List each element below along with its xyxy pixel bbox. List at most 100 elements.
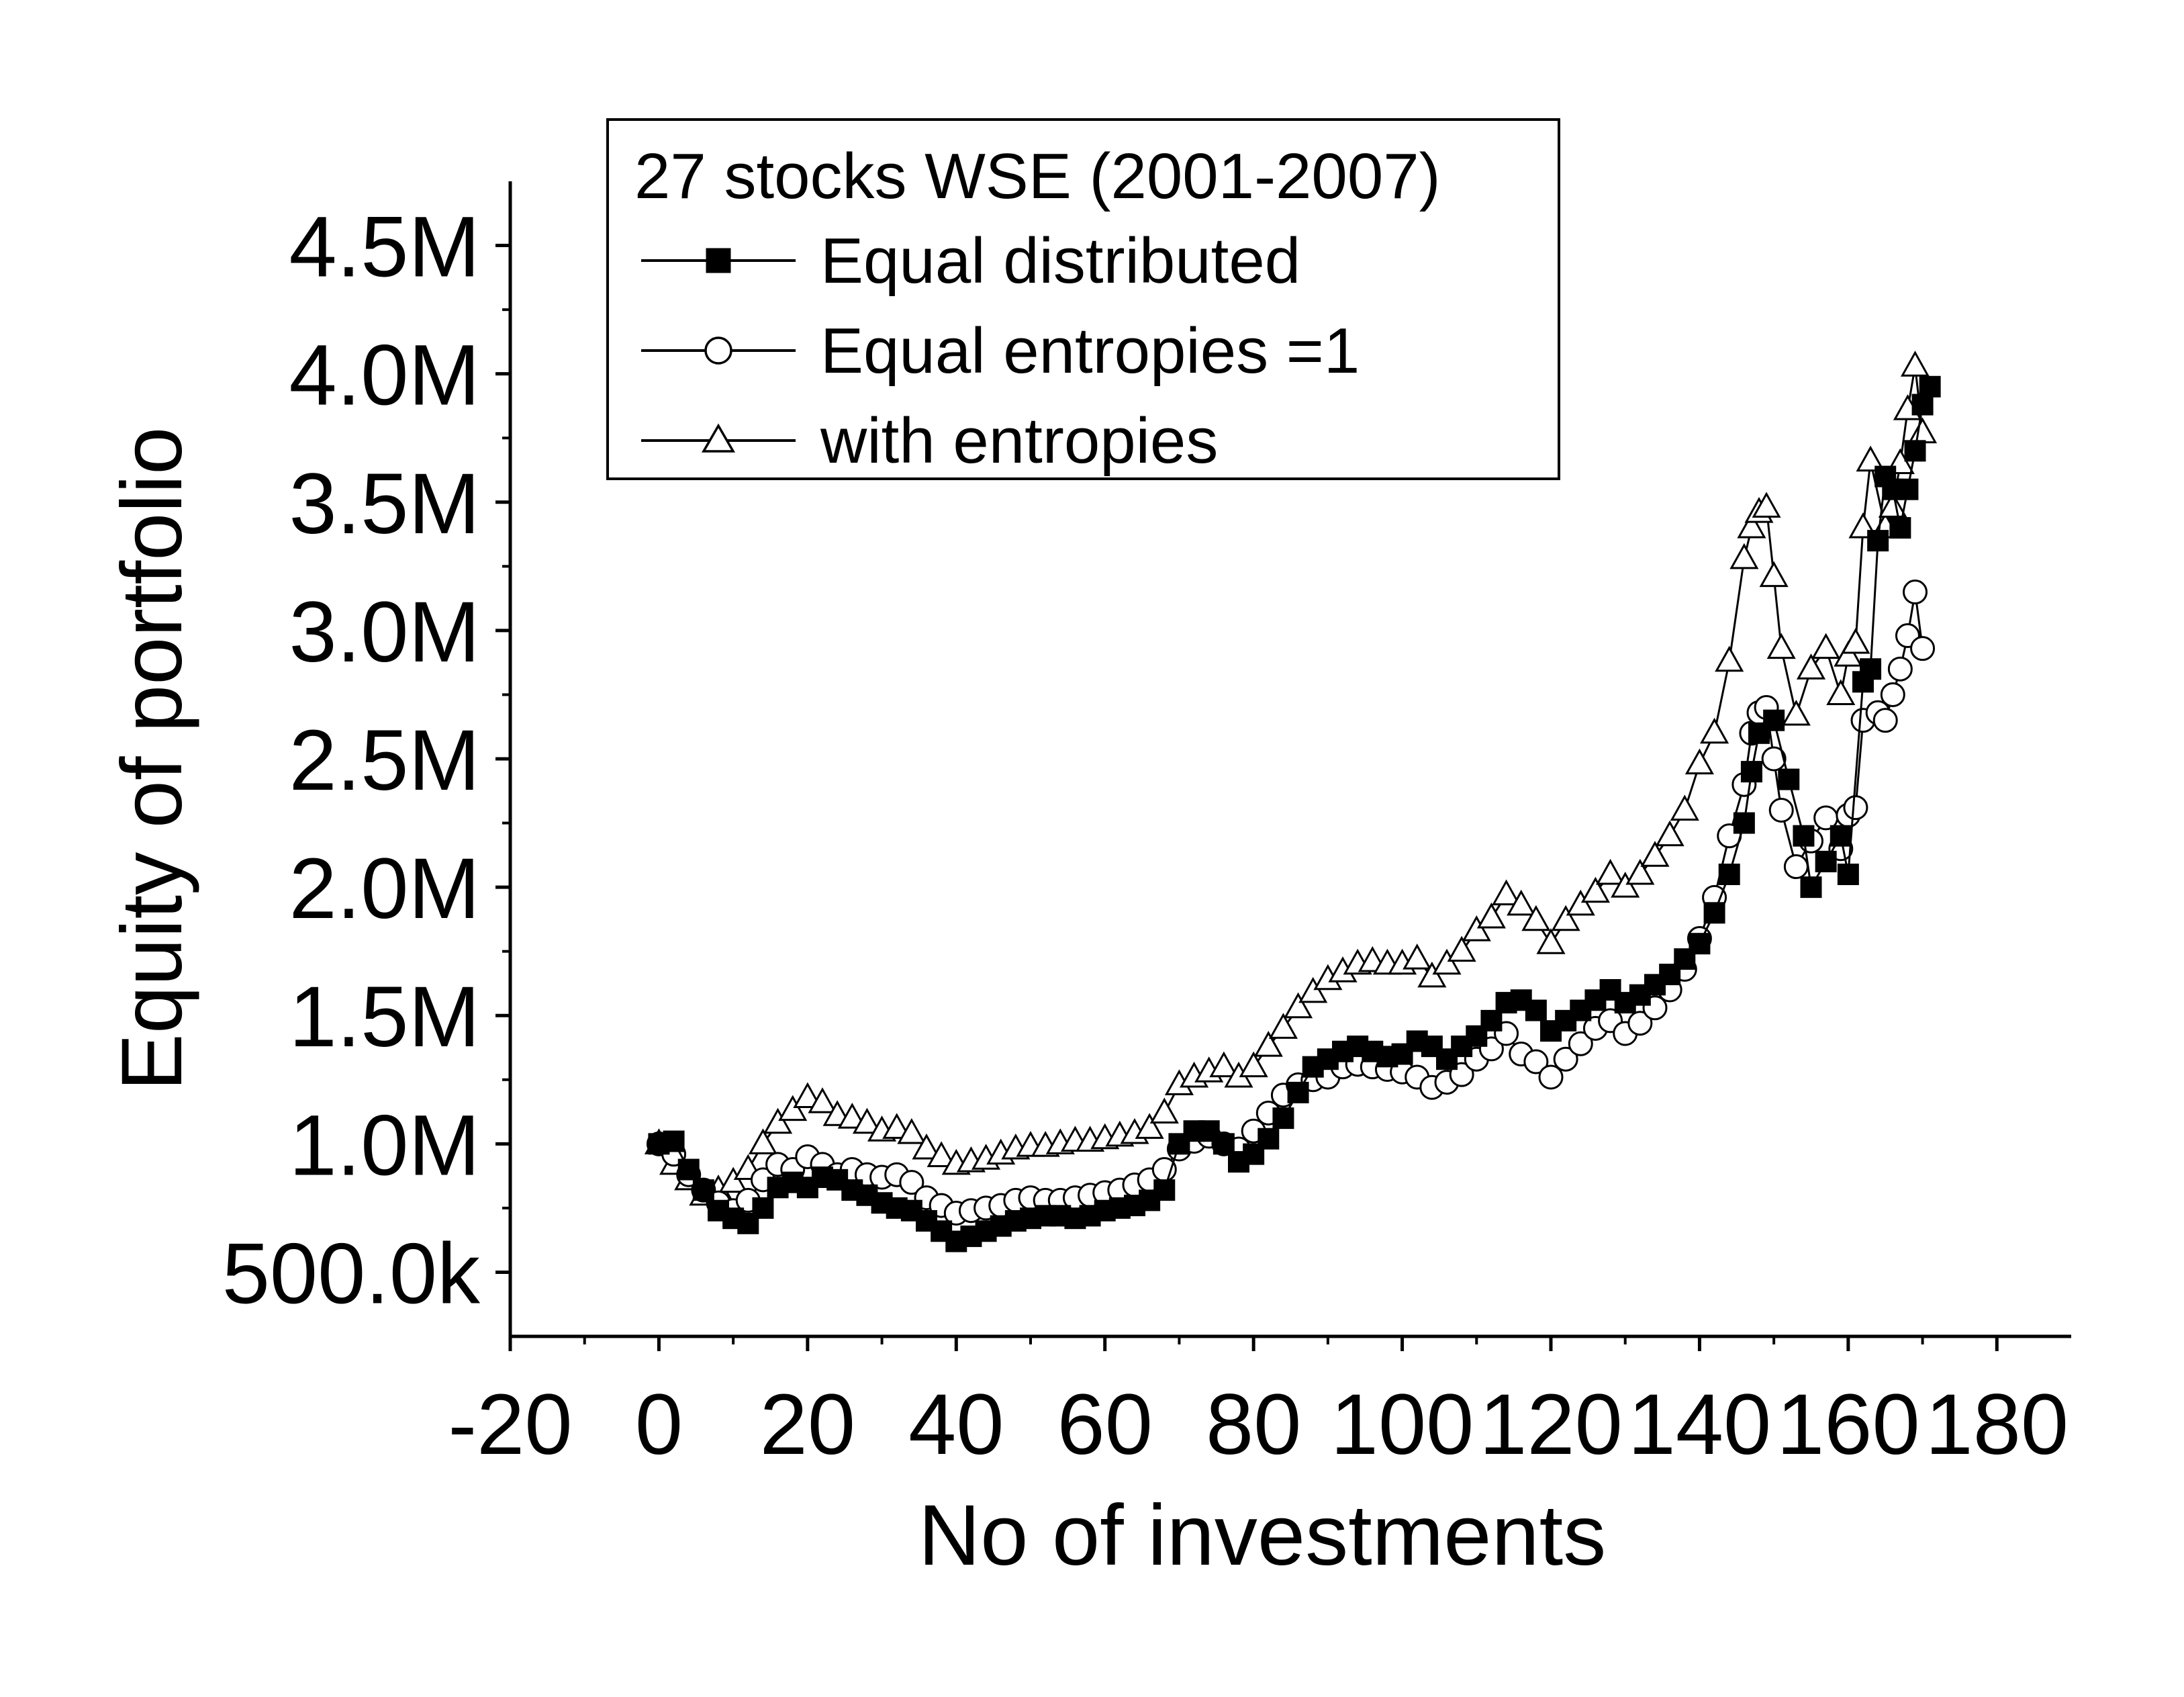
data-point-triangle — [1432, 948, 1462, 975]
data-point-triangle — [1417, 961, 1447, 988]
data-point-square — [1867, 530, 1889, 552]
data-point-square — [1689, 933, 1711, 955]
legend-entry-with-entropies: with entropies — [641, 405, 1218, 477]
data-point-square — [1911, 394, 1934, 416]
data-point-triangle — [1447, 935, 1476, 962]
data-point-triangle — [1566, 889, 1595, 916]
data-point-circle — [1910, 636, 1936, 661]
legend-marker-filled-square — [706, 248, 731, 273]
data-point-triangle — [1536, 928, 1566, 954]
data-point-triangle — [1625, 858, 1655, 885]
y-tick-label: 3.0M — [289, 584, 480, 680]
data-point-circle — [1768, 797, 1794, 823]
data-point-triangle — [1268, 1013, 1298, 1039]
x-tick-label: 180 — [1926, 1377, 2069, 1473]
data-point-square — [1703, 902, 1725, 924]
data-point-square — [1860, 658, 1882, 680]
y-axis-title: Equity of portfolio — [104, 427, 200, 1091]
data-point-triangle — [1611, 872, 1640, 898]
x-tick-label: 20 — [760, 1377, 855, 1473]
y-tick-label: 500.0k — [222, 1226, 481, 1322]
data-point-triangle — [763, 1107, 793, 1134]
data-point-triangle — [1878, 492, 1907, 518]
x-tick-label: 40 — [908, 1377, 1004, 1473]
data-point-triangle — [1759, 561, 1789, 588]
data-point-square — [1272, 1107, 1294, 1130]
data-point-square — [692, 1179, 714, 1201]
y-tick-label: 1.5M — [289, 969, 480, 1065]
data-point-triangle — [1253, 1031, 1283, 1057]
data-point-triangle — [1551, 905, 1580, 931]
data-point-triangle — [778, 1095, 808, 1121]
data-point-square — [1904, 440, 1926, 462]
data-point-triangle — [808, 1087, 837, 1113]
data-point-triangle — [1476, 902, 1506, 929]
data-point-circle — [1887, 656, 1913, 682]
data-point-square — [677, 1158, 700, 1181]
x-axis-title: No of investments — [918, 1487, 1606, 1584]
data-point-square — [1793, 825, 1815, 847]
data-point-square — [1153, 1179, 1176, 1201]
data-point-triangle — [1752, 492, 1781, 518]
data-point-circle — [1872, 708, 1898, 733]
data-point-triangle — [1796, 653, 1826, 680]
data-point-circle — [1783, 854, 1809, 880]
data-point-triangle — [927, 1141, 956, 1167]
legend-label-equal-entropies: Equal entropies =1 — [820, 315, 1360, 387]
data-point-circle — [1903, 580, 1928, 605]
data-point-square — [1599, 979, 1621, 1001]
data-point-square — [1800, 876, 1822, 899]
y-tick-label: 4.0M — [289, 328, 480, 424]
data-point-triangle — [1135, 1113, 1164, 1139]
data-point-triangle — [1403, 944, 1432, 970]
data-point-square — [1830, 825, 1852, 847]
data-point-square — [1287, 1081, 1309, 1103]
data-point-square — [1763, 709, 1785, 731]
data-point-circle — [1627, 1011, 1653, 1036]
data-point-triangle — [1239, 1051, 1268, 1078]
data-point-triangle — [1655, 820, 1684, 847]
x-tick-label: 0 — [635, 1377, 683, 1473]
data-point-square — [1198, 1120, 1220, 1142]
data-point-circle — [899, 1170, 924, 1195]
ticks-layer: 500.0k 1.0M 1.5M 2.0M 2.5M 3.0M 3.5M 4.0M 4.5M -2… — [222, 199, 2069, 1473]
data-point-circle — [1523, 1049, 1549, 1074]
data-point-triangle — [718, 1166, 748, 1193]
data-point-circle — [1761, 746, 1787, 772]
data-point-square — [1480, 1009, 1503, 1031]
data-point-triangle — [1640, 841, 1670, 867]
data-point-triangle — [1462, 915, 1491, 942]
legend-label-with-entropies: with entropies — [820, 405, 1218, 477]
data-point-triangle — [1900, 351, 1930, 377]
data-point-triangle — [1781, 699, 1811, 726]
legend-marker-open-triangle — [701, 423, 736, 453]
data-point-triangle — [1684, 748, 1714, 775]
x-tick-label: 140 — [1628, 1377, 1772, 1473]
data-point-triangle — [1670, 794, 1699, 821]
data-point-square — [1778, 768, 1800, 790]
data-point-triangle — [1298, 976, 1328, 1003]
data-point-triangle — [1580, 876, 1610, 903]
data-point-square — [1919, 375, 1941, 398]
data-point-square — [1257, 1128, 1280, 1150]
data-point-triangle — [1492, 879, 1521, 906]
data-point-circle — [1553, 1046, 1578, 1072]
y-tick-label: 2.0M — [289, 841, 480, 937]
data-point-triangle — [852, 1107, 882, 1134]
series-equal-distributed — [648, 375, 1941, 1252]
legend-label-equal-distributed: Equal distributed — [820, 225, 1300, 297]
legend-marker-open-circle — [704, 336, 732, 365]
data-point-square — [1740, 761, 1762, 783]
data-point-triangle — [1766, 633, 1796, 659]
legend: 27 stocks WSE (2001-2007) Equal distribu… — [606, 118, 1560, 480]
data-point-triangle — [1700, 717, 1729, 744]
data-point-square — [1815, 850, 1837, 872]
x-tick-label: 60 — [1057, 1377, 1153, 1473]
data-point-circle — [1880, 682, 1905, 707]
data-point-triangle — [1507, 889, 1536, 916]
data-point-triangle — [1856, 445, 1885, 472]
data-point-triangle — [897, 1117, 927, 1144]
data-point-triangle — [748, 1128, 777, 1154]
data-point-triangle — [1284, 992, 1313, 1019]
